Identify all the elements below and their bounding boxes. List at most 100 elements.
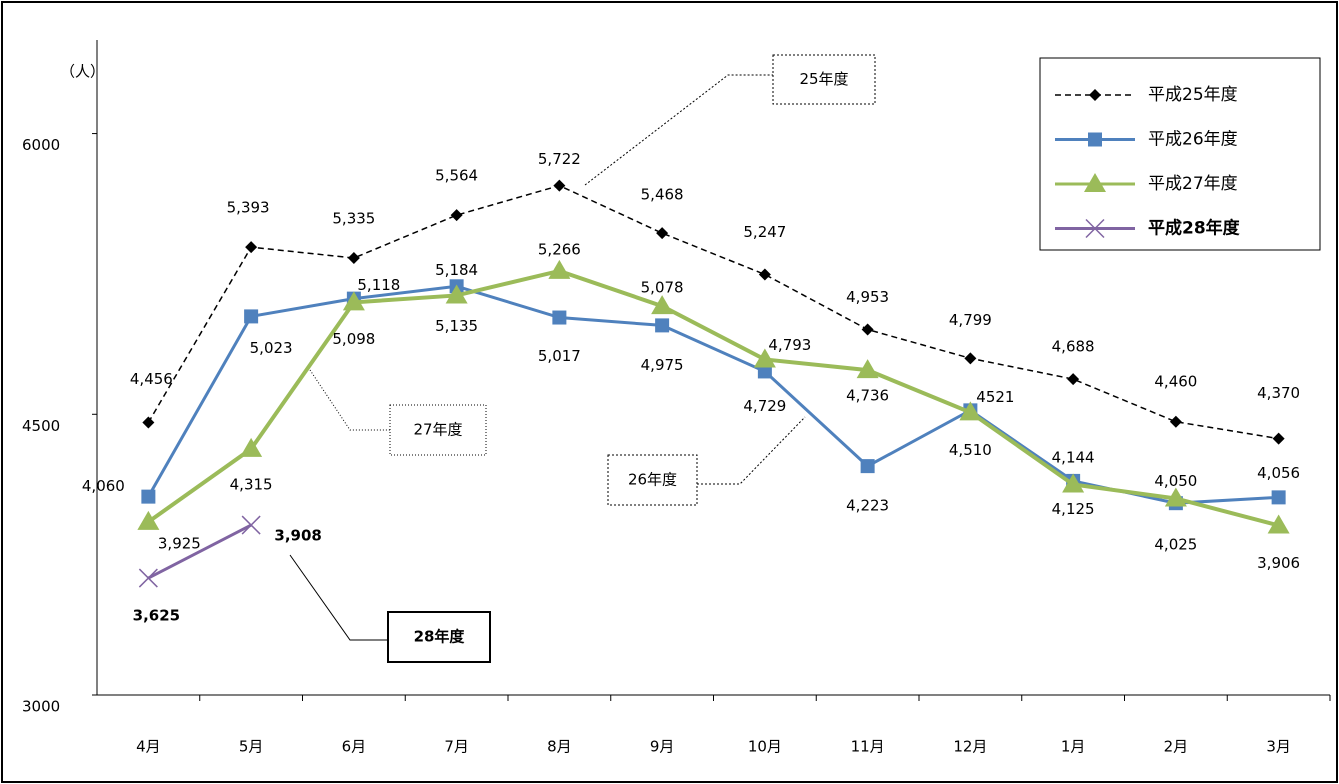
callout-box xyxy=(389,404,487,456)
data-label: 4,223 xyxy=(846,497,889,515)
data-label: 5,078 xyxy=(641,279,684,297)
data-label: 4,125 xyxy=(1052,500,1095,518)
marker xyxy=(245,241,258,254)
marker xyxy=(445,284,468,304)
x-tick-label: 3月 xyxy=(1266,738,1291,756)
unit-label: （人） xyxy=(60,63,105,81)
marker xyxy=(347,252,360,265)
x-tick-label: 4月 xyxy=(136,738,161,756)
legend-marker xyxy=(1088,132,1102,147)
x-tick-label: 5月 xyxy=(239,738,264,756)
data-label: 5,564 xyxy=(435,167,478,185)
series-line xyxy=(147,184,1279,440)
data-label: 4,510 xyxy=(949,441,992,459)
marker xyxy=(959,401,982,421)
marker xyxy=(240,437,263,457)
data-label: 4,050 xyxy=(1154,472,1197,490)
x-tick-label: 7月 xyxy=(444,738,469,756)
data-label: 5,266 xyxy=(538,240,581,258)
legend-marker xyxy=(1089,89,1101,101)
series-line xyxy=(147,523,252,580)
marker xyxy=(138,568,158,588)
data-label: 3,908 xyxy=(274,527,321,545)
data-label: 5,118 xyxy=(357,276,400,294)
data-label: 4,975 xyxy=(641,356,684,374)
marker xyxy=(757,364,772,379)
marker xyxy=(1164,487,1187,507)
series-line xyxy=(147,284,1279,505)
legend-label: 平成28年度 xyxy=(1148,218,1241,239)
data-label: 4521 xyxy=(976,388,1014,406)
data-label: 5,184 xyxy=(435,261,478,279)
y-tick-label: 3000 xyxy=(22,698,60,716)
marker xyxy=(1271,490,1286,505)
data-label: 3,625 xyxy=(133,607,180,625)
series xyxy=(137,259,1290,534)
data-label: 4,688 xyxy=(1052,338,1095,356)
marker xyxy=(656,227,669,240)
data-label: 4,729 xyxy=(743,397,786,415)
x-tick-label: 1月 xyxy=(1061,738,1086,756)
data-label: 5,393 xyxy=(227,199,270,217)
marker xyxy=(1169,415,1182,428)
callout-line xyxy=(697,416,806,485)
data-label: 4,736 xyxy=(846,387,889,405)
legend-marker xyxy=(1085,218,1105,239)
marker xyxy=(137,510,160,530)
annotation: 28年度 xyxy=(414,628,466,646)
marker xyxy=(1267,514,1290,534)
data-label: 4,370 xyxy=(1257,384,1300,402)
data-label: 4,460 xyxy=(1154,372,1197,390)
x-tick-label: 10月 xyxy=(748,738,782,756)
marker xyxy=(548,259,571,279)
series xyxy=(142,179,1285,445)
data-label: 5,722 xyxy=(538,150,581,168)
callout-line xyxy=(289,554,388,641)
callout-line xyxy=(584,74,773,186)
data-label: 5,017 xyxy=(538,347,581,365)
data-label: 5,098 xyxy=(332,330,375,348)
marker xyxy=(651,295,674,315)
callout-box xyxy=(772,54,876,105)
annotation: 27年度 xyxy=(413,421,462,439)
marker xyxy=(1272,432,1285,445)
data-label: 4,025 xyxy=(1154,536,1197,554)
marker xyxy=(141,489,156,504)
marker xyxy=(856,359,879,379)
marker xyxy=(142,416,155,429)
marker xyxy=(553,179,566,192)
x-tick-label: 6月 xyxy=(342,738,367,756)
marker xyxy=(1062,473,1085,493)
data-label: 5,135 xyxy=(435,317,478,335)
marker xyxy=(244,309,259,324)
x-tick-label: 2月 xyxy=(1164,738,1189,756)
series-line xyxy=(147,268,1280,528)
legend-marker xyxy=(1084,173,1106,192)
data-label: 4,315 xyxy=(230,475,273,493)
data-label: 4,056 xyxy=(1257,464,1300,482)
data-label: 5,468 xyxy=(641,186,684,204)
data-label: 5,335 xyxy=(332,210,375,228)
series xyxy=(138,515,261,588)
marker xyxy=(655,318,670,333)
data-label: 4,799 xyxy=(949,311,992,329)
data-label: 4,456 xyxy=(130,370,173,388)
callout-box xyxy=(607,454,698,506)
annotation: 25年度 xyxy=(799,70,848,88)
data-label: 5,247 xyxy=(743,223,786,241)
data-label: 3,925 xyxy=(158,534,201,552)
marker xyxy=(241,515,261,535)
marker xyxy=(964,352,977,365)
callout-box xyxy=(387,611,491,663)
marker xyxy=(758,268,771,281)
legend-label: 平成27年度 xyxy=(1148,174,1238,194)
data-label: 4,060 xyxy=(82,477,125,495)
marker xyxy=(753,348,776,368)
marker xyxy=(450,209,463,222)
marker xyxy=(860,459,875,474)
x-tick-label: 9月 xyxy=(650,738,675,756)
y-tick-label: 6000 xyxy=(22,136,60,154)
marker xyxy=(342,291,365,311)
